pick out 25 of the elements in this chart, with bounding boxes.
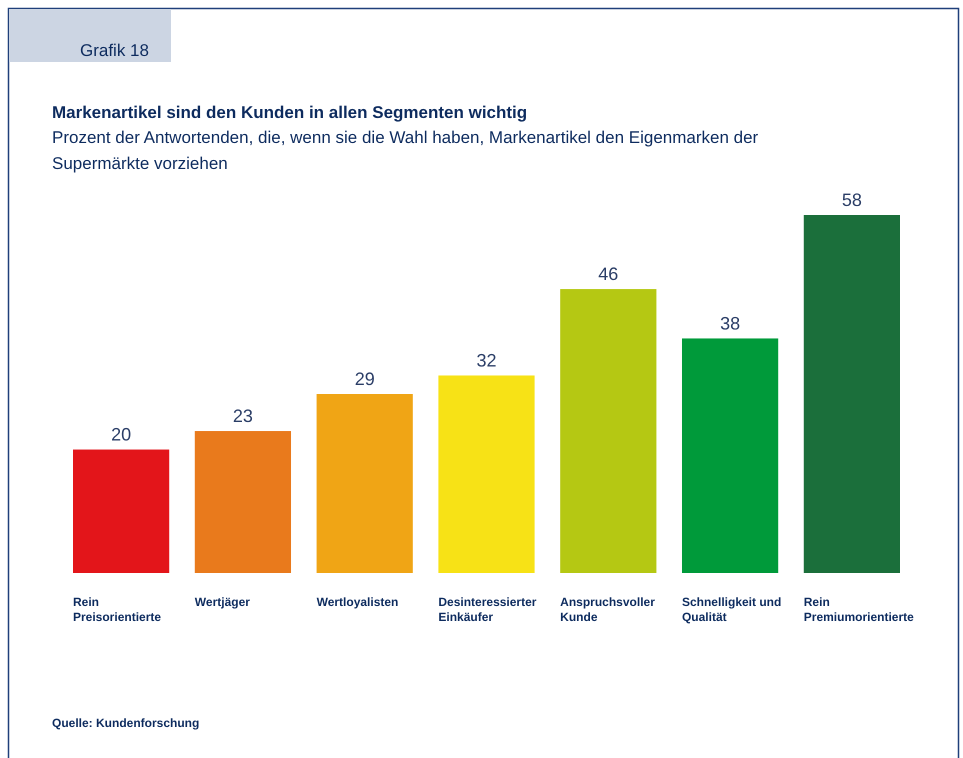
data-label: 23: [232, 406, 253, 426]
bar: [73, 450, 170, 573]
x-tick-label: Anspruchsvoller Kunde: [560, 595, 656, 624]
bar: [682, 338, 778, 573]
x-tick-label: Schnelligkeit und Qualität: [682, 595, 782, 624]
data-label: 38: [720, 313, 740, 334]
text: Grafik 18: [80, 41, 149, 60]
bar: [316, 394, 413, 573]
x-tick-label: Wertjäger: [194, 595, 250, 609]
x-tick-label: Desinteressierter Einkäufer: [438, 595, 537, 624]
x-tick-label: Wertloyalisten: [316, 595, 398, 609]
data-label: 58: [842, 190, 862, 210]
data-label: 32: [476, 350, 497, 370]
data-label: 29: [354, 369, 375, 389]
data-label: 46: [598, 264, 618, 284]
data-label: 20: [111, 424, 132, 445]
x-tick-label: Rein Preisorientierte: [73, 595, 162, 624]
chart-title: Markenartikel sind den Kunden in allen Segmenten wichtig: [52, 103, 528, 122]
source-note: Quelle: Kundenforschung: [52, 716, 200, 730]
x-tick-label: Rein Premiumorientierte: [804, 595, 914, 624]
bar: [438, 375, 535, 573]
bar: [560, 289, 656, 573]
bar: [804, 215, 900, 573]
chart-subtitle: Prozent der Antwortenden, die, wenn sie die Wahl haben, Markenartikel den Eigenmarken der Supermärkte vorziehen: [52, 128, 759, 173]
bar: [194, 431, 292, 573]
